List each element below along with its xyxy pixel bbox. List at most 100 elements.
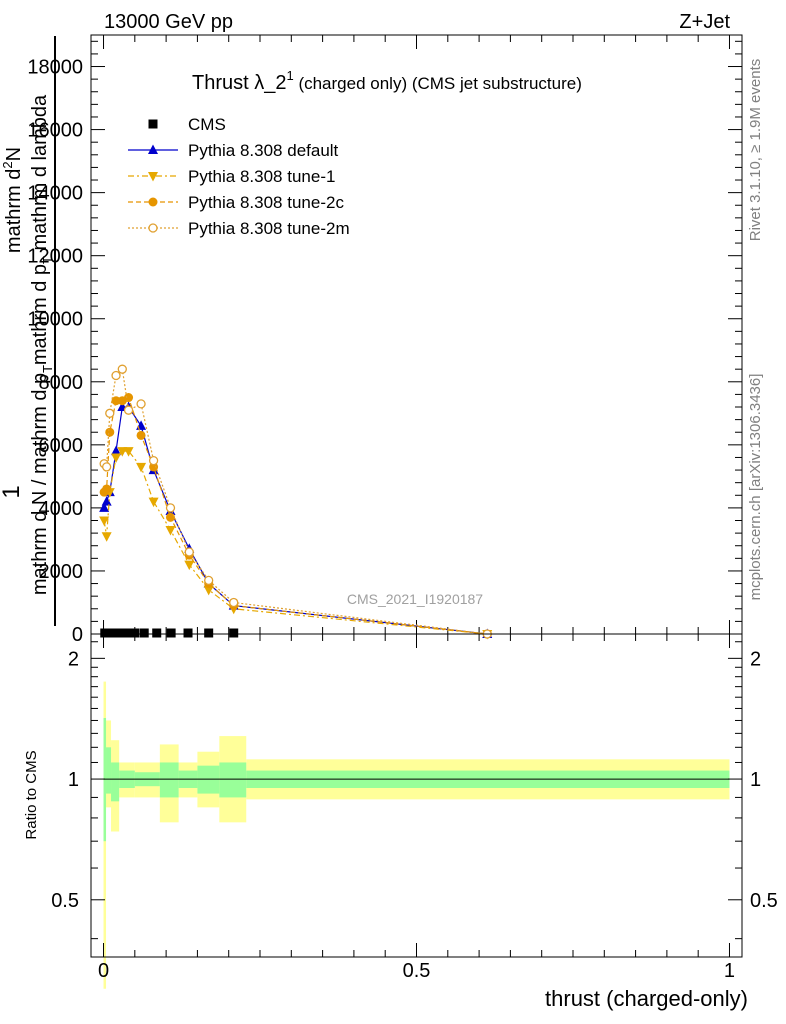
point-pythia-8-308-tune-1 [165,525,176,536]
legend-marker-pythia-8-308-tune-1 [148,172,158,182]
point-pythia-8-308-tune-2m [184,547,194,557]
legend-label-cms: CMS [188,115,226,134]
ratio-band-stat [219,762,247,798]
legend-label-pythia-8-308-tune-1: Pythia 8.308 tune-1 [188,167,335,186]
header-right-label: Z+Jet [679,11,730,33]
point-pythia-8-308-default [136,420,147,430]
ylabel-num-b: N [3,147,25,161]
mcplots-label: mcplots.cern.ch [arXiv:1306.3436] [747,374,764,601]
point-pythia-8-308-tune-2c [102,484,112,494]
point-pythia-8-308-tune-2m [105,408,115,418]
ylabel-inner-sub: T [40,365,55,373]
legend-marker-pythia-8-308-tune-2m [148,223,158,233]
ylabel-num-a: mathrm d [3,169,25,253]
point-pythia-8-308-tune-1 [184,560,195,571]
ratio-axis-ticks: 0.5 0.5 1 1 2 2 0 0.5 1 [51,634,778,982]
point-pythia-8-308-tune-2m [101,462,112,472]
point-pythia-8-308-tune-2m [165,503,176,513]
chart-title: Thrust λ_21 (charged only) (CMS jet subs… [192,68,582,94]
legend: CMS Pythia 8.308 default Pythia 8.308 tune… [128,115,350,238]
header-left-label: 13000 GeV pp [104,11,233,33]
point-pythia-8-308-tune-2m [204,575,214,586]
y-tick-label: 0 [72,624,83,646]
ylabel-inner: mathrm d N / mathrm d pT [29,365,55,595]
legend-label-pythia-8-308-default: Pythia 8.308 default [188,141,339,160]
point-cms [112,628,122,638]
ylabel-inner-a: mathrm d N / mathrm d p [29,373,51,595]
point-pythia-8-308-default [101,496,112,506]
point-cms [117,628,127,638]
point-pythia-8-308-tune-1 [101,532,112,542]
point-cms [130,628,140,638]
point-cms [183,628,193,638]
point-pythia-8-308-tune-2c [105,427,115,437]
main-y-label: 1 mathrm d N / mathrm d pT mathrm d2N ma… [0,36,56,626]
point-pythia-8-308-tune-1 [148,497,159,508]
ratio-bands-group [103,681,730,989]
legend-marker-cms [148,119,158,129]
point-cms [139,628,149,638]
point-pythia-8-308-tune-1 [111,453,122,463]
legend-label-pythia-8-308-tune-2c: Pythia 8.308 tune-2c [188,193,344,212]
point-cms [229,628,239,638]
ratio-band-stat [106,747,112,794]
point-pythia-8-308-tune-2m [136,399,146,409]
point-cms [204,628,214,638]
legend-marker-pythia-8-308-default [148,144,158,154]
watermark-label: CMS_2021_I1920187 [347,591,483,607]
chart-title-main: Thrust λ_2 [192,72,286,94]
chart-title-rest: (charged only) (CMS jet substructure) [294,74,582,93]
ratio-y-tick-label: 0.5 [51,890,79,912]
point-pythia-8-308-tune-1 [123,447,134,457]
ratio-y-tick-label-right: 2 [750,648,761,670]
ratio-y-tick-label-right: 0.5 [750,890,778,912]
y-tick-label: 6000 [39,435,84,457]
chart-title-sup: 1 [286,68,293,83]
point-cms [124,628,134,638]
y-tick-label: 8000 [39,372,84,394]
point-pythia-8-308-tune-1 [99,516,110,527]
x-tick-label: 0 [98,960,109,982]
point-pythia-8-308-tune-1 [117,447,128,457]
point-pythia-8-308-tune-2c [124,393,134,403]
point-cms [166,628,176,638]
ylabel-num-sup: 2 [0,161,15,168]
point-pythia-8-308-default [111,445,122,456]
point-pythia-8-308-tune-2m [111,370,121,381]
rivet-label: Rivet 3.1.10, ≥ 1.9M events [747,59,764,242]
ylabel-numerator: mathrm d2N [0,147,25,253]
ratio-y-tick-label: 2 [68,648,79,670]
point-pythia-8-308-tune-2m [117,364,127,374]
x-tick-label: 0.5 [403,960,431,982]
ratio-y-tick-label-right: 1 [750,769,761,791]
ratio-band-stat [197,765,220,794]
point-pythia-8-308-tune-2m [148,455,159,466]
point-pythia-8-308-tune-2c [111,396,121,406]
point-cms [152,628,162,638]
ylabel-one: 1 [0,485,25,498]
ylabel-den-sub: T [40,256,55,264]
ratio-band-stat [159,762,179,798]
y-tick-label: 4000 [39,498,84,520]
ylabel-denominator: mathrm d pT mathrm d lambda [29,94,55,365]
point-pythia-8-308-tune-1 [203,585,214,596]
point-pythia-8-308-tune-2m [123,405,134,415]
legend-label-pythia-8-308-tune-2m: Pythia 8.308 tune-2m [188,219,350,238]
ratio-band-stat [103,717,107,842]
point-pythia-8-308-tune-2m [229,597,239,608]
main-axis-ticks: 0200040006000800010000120001400016000180… [27,35,742,646]
point-pythia-8-308-tune-2c [136,430,146,440]
ratio-band-stat [111,762,120,802]
point-pythia-8-308-tune-1 [136,462,147,473]
ylabel-den-a: mathrm d p [29,264,51,365]
y-tick-label: 2000 [39,561,84,583]
legend-marker-pythia-8-308-tune-2c [148,197,158,207]
ratio-y-label: Ratio to CMS [23,750,40,839]
ylabel-den-b: mathrm d lambda [29,94,51,256]
ratio-y-tick-label: 1 [68,769,79,791]
point-pythia-8-308-tune-2c [165,512,175,522]
x-axis-label: thrust (charged-only) [545,986,748,1011]
x-tick-label: 1 [724,960,735,982]
